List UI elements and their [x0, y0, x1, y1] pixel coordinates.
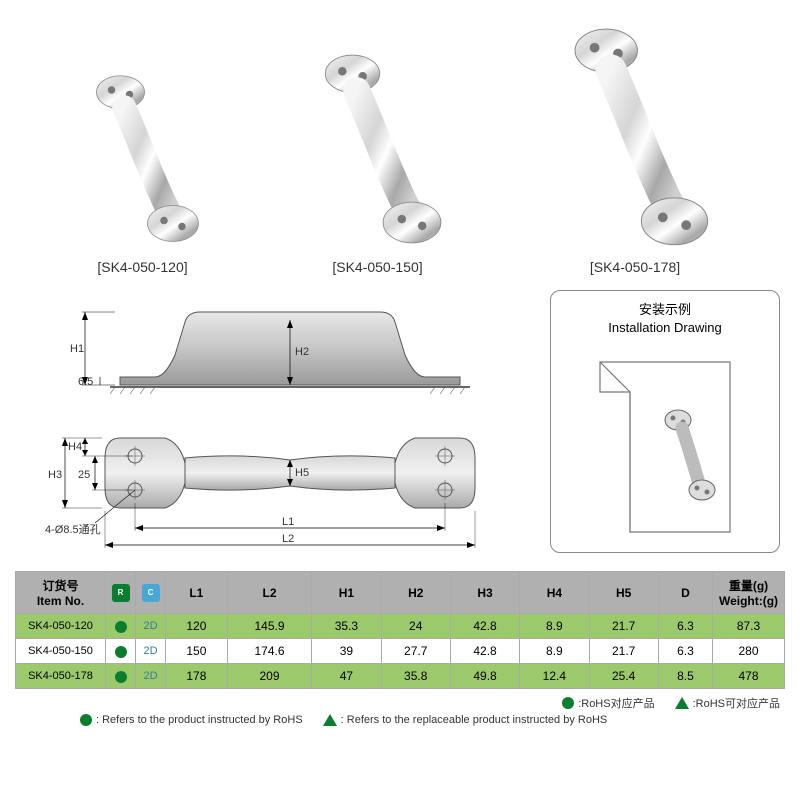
- dot-green-icon: [115, 621, 127, 633]
- dot-green-icon: [80, 714, 92, 726]
- header-H5: H5: [589, 572, 658, 614]
- dim-H1: H1: [70, 343, 84, 355]
- cell-H1: 47: [312, 664, 381, 689]
- cell-D: 6.3: [658, 639, 712, 664]
- rohs-badge-icon: R: [112, 584, 130, 602]
- header-item-zh: 订货号: [19, 577, 102, 594]
- product-photo-1: [SK4-050-120]: [68, 61, 218, 275]
- cell-rohs: [106, 664, 136, 689]
- installation-panel: 安装示例 Installation Drawing: [550, 290, 780, 561]
- cell-rohs: [106, 614, 136, 639]
- header-L1: L1: [166, 572, 228, 614]
- table-header-row: 订货号 Item No. R C L1 L2 H1 H2 H3 H4 H5 D …: [16, 572, 785, 614]
- cell-L1: 150: [166, 639, 228, 664]
- handle-photo-large: [538, 16, 733, 251]
- cell-weight: 87.3: [713, 614, 785, 639]
- handle-photo-medium: [293, 41, 463, 251]
- product-label-1: [SK4-050-120]: [97, 259, 187, 275]
- header-H4: H4: [520, 572, 589, 614]
- legend-tri-zh: :RoHS可对应产品: [675, 695, 780, 711]
- header-weight-zh: 重量(g): [716, 577, 781, 594]
- dim-H2: H2: [295, 346, 309, 358]
- dot-green-icon: [115, 646, 127, 658]
- cell-H3: 42.8: [450, 639, 519, 664]
- cad-badge-icon: C: [142, 584, 160, 602]
- dim-H4: H4: [68, 441, 82, 453]
- cell-cad: 2D: [136, 664, 166, 689]
- header-D: D: [658, 572, 712, 614]
- product-photo-3: [SK4-050-178]: [538, 16, 733, 275]
- header-H1: H1: [312, 572, 381, 614]
- cell-item: SK4-050-178: [16, 664, 106, 689]
- header-H3: H3: [450, 572, 519, 614]
- cell-L2: 174.6: [227, 639, 312, 664]
- dot-green-icon: [562, 697, 574, 709]
- legend-dot-zh: :RoHS对应产品: [562, 695, 654, 711]
- header-L2: L2: [227, 572, 312, 614]
- cell-cad: 2D: [136, 639, 166, 664]
- cell-item: SK4-050-150: [16, 639, 106, 664]
- cell-H3: 49.8: [450, 664, 519, 689]
- table-row: SK4-050-120 2D120145.935.32442.88.921.76.…: [16, 614, 785, 639]
- legend: :RoHS对应产品 :RoHS可对应产品 : Refers to the pro…: [0, 689, 800, 726]
- technical-drawings: H1 H2 6.5: [0, 280, 800, 571]
- cell-H3: 42.8: [450, 614, 519, 639]
- cell-H4: 12.4: [520, 664, 589, 689]
- legend-tri-en: : Refers to the replaceable product inst…: [323, 714, 608, 726]
- cell-weight: 280: [713, 639, 785, 664]
- cell-H5: 21.7: [589, 614, 658, 639]
- spec-table: 订货号 Item No. R C L1 L2 H1 H2 H3 H4 H5 D …: [15, 571, 785, 689]
- cell-H2: 27.7: [381, 639, 450, 664]
- product-label-2: [SK4-050-150]: [332, 259, 422, 275]
- cell-H2: 35.8: [381, 664, 450, 689]
- cell-H1: 35.3: [312, 614, 381, 639]
- cell-rohs: [106, 639, 136, 664]
- side-view-drawing: H1 H2 6.5: [40, 290, 530, 405]
- header-item-en: Item No.: [19, 594, 102, 608]
- installation-drawing: [570, 342, 760, 542]
- dim-H5: H5: [295, 467, 309, 479]
- table-row: SK4-050-150 2D150174.63927.742.88.921.76.…: [16, 639, 785, 664]
- cell-H4: 8.9: [520, 639, 589, 664]
- cell-item: SK4-050-120: [16, 614, 106, 639]
- legend-dot-en: : Refers to the product instructed by Ro…: [80, 714, 303, 726]
- cell-L2: 209: [227, 664, 312, 689]
- cell-L1: 178: [166, 664, 228, 689]
- installation-title-en: Installation Drawing: [608, 320, 721, 335]
- dim-H3: H3: [48, 469, 62, 481]
- cell-H1: 39: [312, 639, 381, 664]
- cell-H5: 21.7: [589, 639, 658, 664]
- dim-hole-note: 4-Ø8.5通孔: [45, 523, 101, 536]
- table-row: SK4-050-178 2D1782094735.849.812.425.48.5…: [16, 664, 785, 689]
- product-photos-row: [SK4-050-120] [SK4-050-150] [SK4-050-178…: [0, 0, 800, 280]
- dim-hole-spacing: 25: [78, 469, 90, 481]
- installation-title-zh: 安装示例: [561, 301, 769, 319]
- cell-L1: 120: [166, 614, 228, 639]
- spec-table-wrapper: 订货号 Item No. R C L1 L2 H1 H2 H3 H4 H5 D …: [0, 571, 800, 689]
- cell-H4: 8.9: [520, 614, 589, 639]
- dim-base-thickness: 6.5: [78, 376, 93, 388]
- tech-drawings-left: H1 H2 6.5: [40, 290, 530, 561]
- dim-L1: L1: [282, 516, 294, 528]
- installation-title: 安装示例 Installation Drawing: [561, 301, 769, 337]
- cell-L2: 145.9: [227, 614, 312, 639]
- triangle-green-icon: [675, 697, 689, 709]
- cell-weight: 478: [713, 664, 785, 689]
- cell-cad: 2D: [136, 614, 166, 639]
- header-H2: H2: [381, 572, 450, 614]
- product-photo-2: [SK4-050-150]: [293, 41, 463, 275]
- cell-H5: 25.4: [589, 664, 658, 689]
- cell-D: 6.3: [658, 614, 712, 639]
- cell-D: 8.5: [658, 664, 712, 689]
- dim-L2: L2: [282, 533, 294, 545]
- top-view-drawing: H4 H3 25 H5: [40, 408, 530, 558]
- dot-green-icon: [115, 671, 127, 683]
- cell-H2: 24: [381, 614, 450, 639]
- product-label-3: [SK4-050-178]: [590, 259, 680, 275]
- handle-photo-small: [68, 61, 218, 251]
- triangle-green-icon: [323, 714, 337, 726]
- header-weight-en: Weight:(g): [716, 594, 781, 608]
